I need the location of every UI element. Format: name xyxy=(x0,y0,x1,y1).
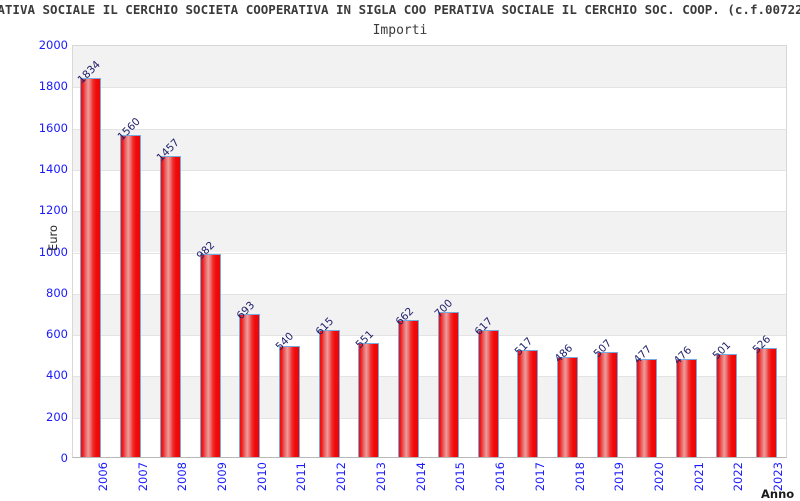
y-axis-tick-label: 0 xyxy=(60,451,68,465)
x-axis-tick-label: 2014 xyxy=(413,462,428,492)
bar xyxy=(239,313,261,457)
gridline xyxy=(73,129,786,130)
y-axis-tick-label: 1000 xyxy=(38,244,68,259)
gridline xyxy=(73,170,786,171)
x-axis-tick-label: 2020 xyxy=(651,462,666,492)
background-band xyxy=(73,46,786,88)
y-axis-tick-label: 800 xyxy=(46,285,68,300)
x-axis-tick-label: 2021 xyxy=(691,462,706,492)
x-axis-tick-label: 2022 xyxy=(731,462,746,492)
y-axis-tick-label: 1200 xyxy=(38,203,68,218)
bar xyxy=(80,78,102,457)
y-axis-tick-label: 400 xyxy=(46,368,68,383)
y-axis-tick-label: 600 xyxy=(46,327,68,342)
bar xyxy=(318,330,340,457)
x-axis-tick-label: 2007 xyxy=(135,462,150,492)
gridline xyxy=(73,335,786,336)
x-axis-tick-label: 2015 xyxy=(453,462,468,492)
bar xyxy=(517,350,539,457)
y-axis-tick-label: 1600 xyxy=(38,120,68,135)
bar xyxy=(437,312,459,457)
bar xyxy=(398,320,420,457)
y-axis-title: Euro xyxy=(46,224,60,251)
gridline xyxy=(73,418,786,419)
background-band xyxy=(73,376,786,418)
bar xyxy=(676,358,698,457)
y-axis: 0 200 400 600 800 1000 1200 1400 1600 1800 2000 xyxy=(0,38,68,465)
gridline xyxy=(73,294,786,295)
x-axis-tick-label: 2016 xyxy=(493,462,508,492)
plot-area: 1834 1560 1457 982 693 540 615 551 662 700 617 517 4… xyxy=(72,45,787,458)
chart-subtitle: Importi xyxy=(372,23,428,38)
gridline xyxy=(73,211,786,212)
chart-title: OPERATIVA SOCIALE IL CERCHIO SOCIETA COO… xyxy=(0,2,800,17)
y-axis-tick-label: 2000 xyxy=(38,38,68,52)
x-axis-tick-label: 2012 xyxy=(334,462,349,492)
x-axis-title: Anno xyxy=(761,487,795,501)
y-axis-tick-label: 1400 xyxy=(38,161,68,176)
x-axis-tick-label: 2013 xyxy=(373,462,388,492)
bar xyxy=(636,358,658,457)
x-axis-tick-label: 2008 xyxy=(175,462,190,492)
bar xyxy=(755,348,777,457)
x-axis-tick-label: 2018 xyxy=(572,462,587,492)
bars-layer xyxy=(73,46,786,457)
bar xyxy=(477,329,499,457)
bar xyxy=(358,343,380,457)
x-axis: 2006 2007 2008 2009 2010 2011 2012 2013 2014 2015… xyxy=(72,460,787,500)
bar xyxy=(120,134,142,457)
bar xyxy=(715,353,737,457)
bar xyxy=(557,356,579,457)
background-band xyxy=(73,211,786,253)
background-band xyxy=(73,128,786,170)
y-axis-tick-label: 1800 xyxy=(38,79,68,94)
bar xyxy=(159,156,181,457)
bar xyxy=(596,352,618,457)
bar xyxy=(199,254,221,457)
gridline xyxy=(73,253,786,254)
x-axis-tick-label: 2019 xyxy=(612,462,627,492)
y-axis-tick-label: 200 xyxy=(46,409,68,424)
gridline xyxy=(73,376,786,377)
x-axis-tick-label: 2006 xyxy=(95,462,110,492)
gridline xyxy=(73,87,786,88)
x-axis-tick-label: 2017 xyxy=(532,462,547,492)
x-axis-tick-label: 2011 xyxy=(294,462,309,492)
x-axis-tick-label: 2010 xyxy=(254,462,269,492)
bar xyxy=(278,345,300,457)
x-axis-tick-label: 2009 xyxy=(215,462,230,492)
background-band xyxy=(73,293,786,336)
